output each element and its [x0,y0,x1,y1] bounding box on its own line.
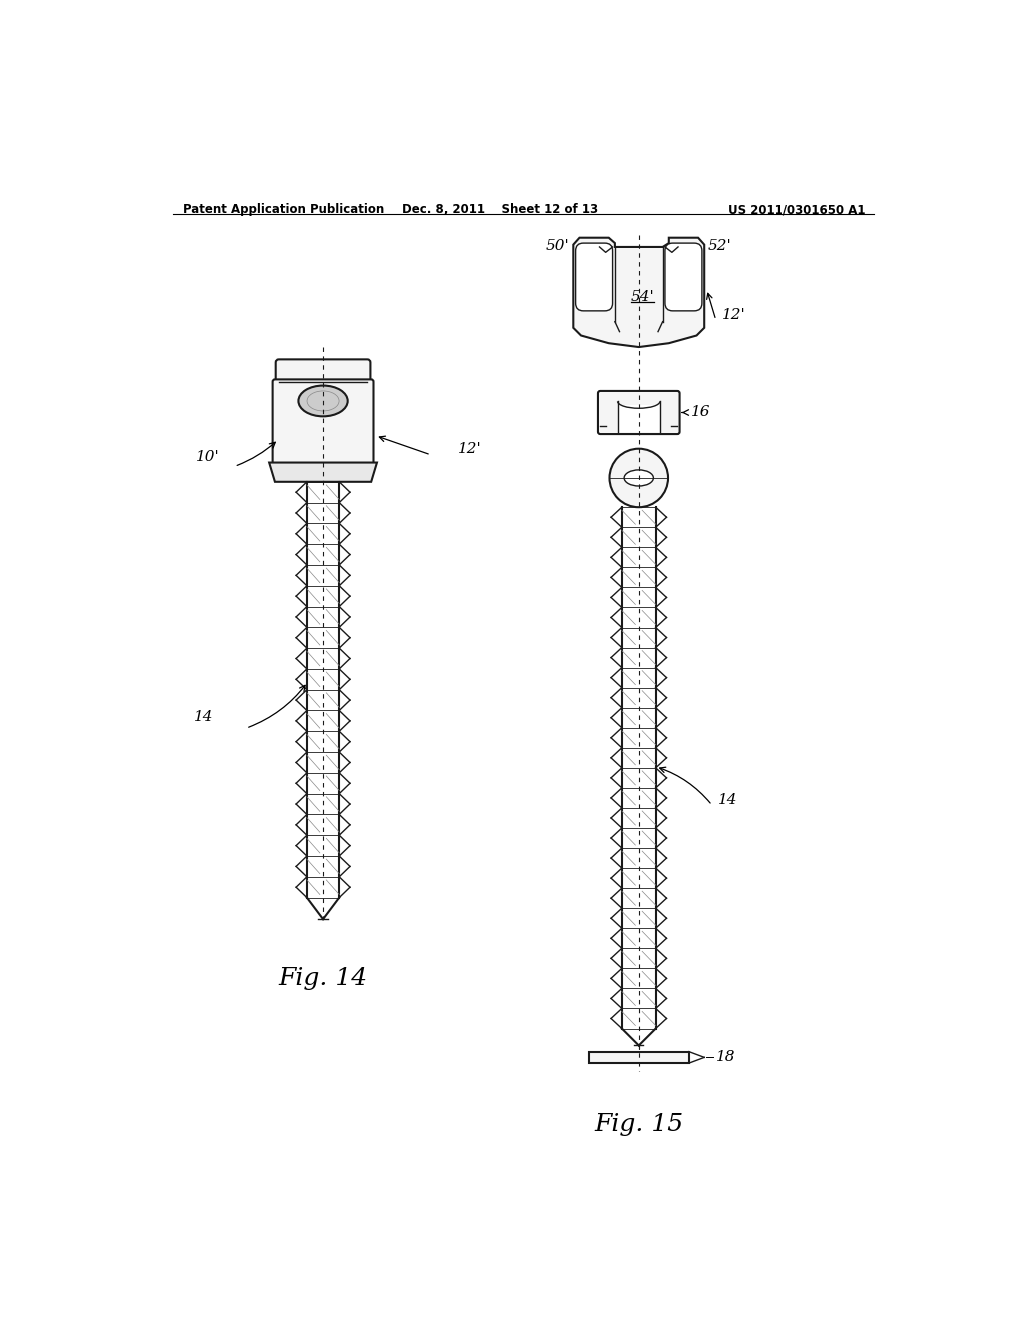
Ellipse shape [298,385,348,416]
Text: 12': 12' [722,308,745,322]
Polygon shape [573,238,705,347]
Text: Fig. 15: Fig. 15 [594,1113,683,1137]
Bar [617,405,659,432]
FancyBboxPatch shape [665,243,701,312]
Bar [589,1052,689,1063]
Text: 18: 18 [716,1051,735,1064]
Text: 52': 52' [708,239,732,253]
Text: 16: 16 [691,405,711,420]
Text: 50': 50' [546,239,569,253]
Text: Fig. 14: Fig. 14 [279,966,368,990]
FancyBboxPatch shape [575,243,612,312]
Text: 54': 54' [631,290,654,304]
FancyBboxPatch shape [272,379,374,465]
Text: US 2011/0301650 A1: US 2011/0301650 A1 [728,203,866,216]
Text: 10': 10' [196,450,219,465]
Polygon shape [269,462,377,482]
Text: 14: 14 [194,710,213,723]
Text: 14: 14 [718,793,737,807]
FancyBboxPatch shape [598,391,680,434]
Text: Patent Application Publication: Patent Application Publication [183,203,384,216]
FancyBboxPatch shape [275,359,371,385]
Text: Dec. 8, 2011    Sheet 12 of 13: Dec. 8, 2011 Sheet 12 of 13 [402,203,598,216]
Circle shape [609,449,668,507]
Ellipse shape [625,470,653,486]
Text: 12': 12' [458,442,481,457]
